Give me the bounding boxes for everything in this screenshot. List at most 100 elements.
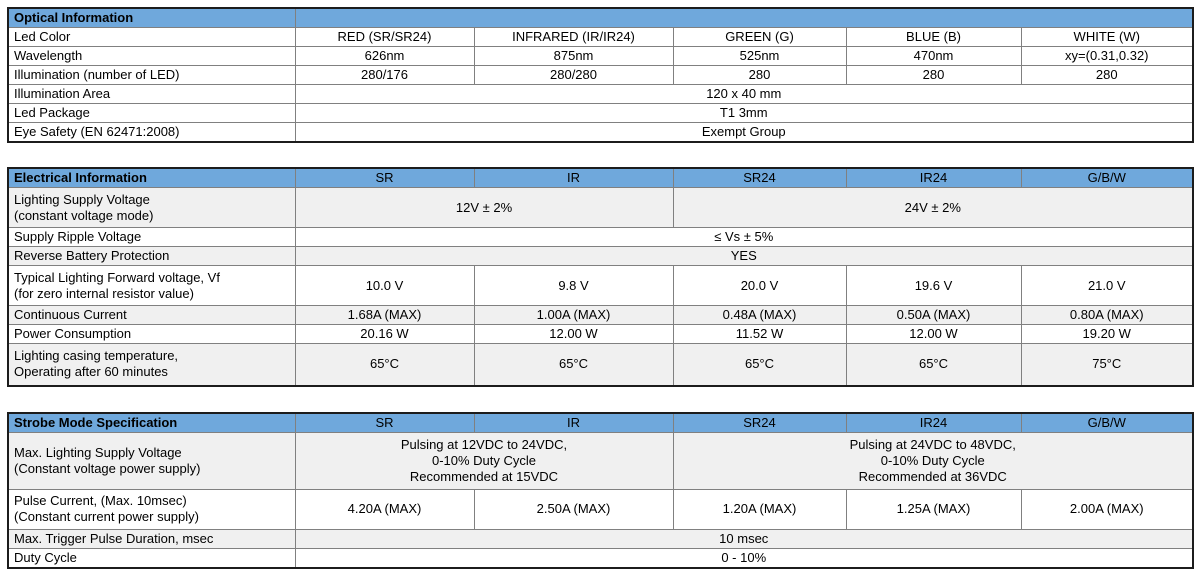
row-label: Illumination Area — [7, 84, 296, 104]
table-header-row: Strobe Mode Specification SR IR SR24 IR2… — [7, 412, 1194, 433]
row-label: Continuous Current — [7, 305, 296, 325]
merged-value-cell: ≤ Vs ± 5% — [294, 227, 1194, 247]
value-cell: INFRARED (IR/IR24) — [473, 27, 674, 47]
merged-value-cell: YES — [294, 246, 1194, 266]
value-cell: 65°C — [672, 343, 847, 386]
table-row: Continuous Current 1.68A (MAX) 1.00A (MA… — [7, 305, 1194, 325]
value-cell: 0.80A (MAX) — [1020, 305, 1194, 325]
value-cell: 2.00A (MAX) — [1020, 488, 1194, 530]
value-cell: BLUE (B) — [845, 27, 1022, 47]
row-label: Lighting Supply Voltage (constant voltag… — [7, 187, 296, 228]
value-cell: GREEN (G) — [672, 27, 847, 47]
value-cell: 280 — [1020, 65, 1194, 85]
column-header: IR — [473, 412, 674, 433]
merged-value-cell: Pulsing at 12VDC to 24VDC, 0-10% Duty Cy… — [294, 431, 674, 490]
table-row: Reverse Battery Protection YES — [7, 246, 1194, 266]
table-header-row: Electrical Information SR IR SR24 IR24 G… — [7, 167, 1194, 188]
column-header: SR24 — [672, 167, 847, 188]
table-header-row: Optical Information — [7, 7, 1194, 28]
value-cell: 280/176 — [294, 65, 475, 85]
value-cell: xy=(0.31,0.32) — [1020, 46, 1194, 66]
merged-value-cell: 12V ± 2% — [294, 187, 674, 228]
value-cell: 626nm — [294, 46, 475, 66]
table-row: Typical Lighting Forward voltage, Vf (fo… — [7, 265, 1194, 306]
value-cell: 10.0 V — [294, 265, 475, 306]
strobe-mode-specification-table: Strobe Mode Specification SR IR SR24 IR2… — [7, 411, 1194, 569]
column-header: IR — [473, 167, 674, 188]
table-row: Lighting casing temperature, Operating a… — [7, 343, 1194, 386]
value-cell: 1.68A (MAX) — [294, 305, 475, 325]
value-cell: 875nm — [473, 46, 674, 66]
value-cell: 280 — [845, 65, 1022, 85]
value-cell: 525nm — [672, 46, 847, 66]
row-label: Led Color — [7, 27, 296, 47]
row-label: Typical Lighting Forward voltage, Vf (fo… — [7, 265, 296, 306]
row-label: Max. Trigger Pulse Duration, msec — [7, 528, 296, 549]
row-label: Illumination (number of LED) — [7, 65, 296, 85]
row-label: Pulse Current, (Max. 10msec) (Constant c… — [7, 488, 296, 530]
column-header: IR24 — [845, 412, 1022, 433]
value-cell: 65°C — [845, 343, 1022, 386]
value-cell: 280 — [672, 65, 847, 85]
table-row: Supply Ripple Voltage ≤ Vs ± 5% — [7, 227, 1194, 247]
column-header: IR24 — [845, 167, 1022, 188]
table-title: Electrical Information — [7, 167, 296, 188]
value-cell: 12.00 W — [473, 324, 674, 344]
optical-information-table: Optical Information Led Color RED (SR/SR… — [7, 7, 1195, 143]
value-cell: 65°C — [294, 343, 475, 386]
column-header: SR24 — [672, 412, 847, 433]
value-cell: RED (SR/SR24) — [294, 27, 475, 47]
value-cell: 65°C — [473, 343, 674, 386]
row-label: Max. Lighting Supply Voltage (Constant v… — [7, 431, 296, 490]
table-title: Optical Information — [7, 7, 296, 28]
merged-value-cell: 24V ± 2% — [672, 187, 1194, 228]
value-cell: 1.20A (MAX) — [672, 488, 847, 530]
electrical-information-table: Electrical Information SR IR SR24 IR24 G… — [7, 167, 1194, 387]
value-cell: 0.50A (MAX) — [845, 305, 1022, 325]
column-header: G/B/W — [1020, 412, 1194, 433]
row-label: Supply Ripple Voltage — [7, 227, 296, 247]
value-cell: 12.00 W — [845, 324, 1022, 344]
table-row: Duty Cycle 0 - 10% — [7, 547, 1194, 568]
column-header: SR — [294, 412, 475, 433]
value-cell: 20.16 W — [294, 324, 475, 344]
table-row: Led Package T1 3mm — [7, 103, 1194, 123]
row-label: Eye Safety (EN 62471:2008) — [7, 122, 296, 143]
table-row: Max. Trigger Pulse Duration, msec 10 mse… — [7, 528, 1194, 549]
table-row: Power Consumption 20.16 W 12.00 W 11.52 … — [7, 324, 1194, 344]
value-cell: WHITE (W) — [1020, 27, 1194, 47]
merged-value-cell: T1 3mm — [294, 103, 1194, 123]
value-cell: 2.50A (MAX) — [473, 488, 674, 530]
value-cell: 470nm — [845, 46, 1022, 66]
row-label: Led Package — [7, 103, 296, 123]
column-header: SR — [294, 167, 475, 188]
merged-value-cell: 10 msec — [294, 528, 1194, 549]
row-label: Power Consumption — [7, 324, 296, 344]
table-row: Illumination (number of LED) 280/176 280… — [7, 65, 1194, 85]
table-row: Wavelength 626nm 875nm 525nm 470nm xy=(0… — [7, 46, 1194, 66]
table-row: Max. Lighting Supply Voltage (Constant v… — [7, 431, 1194, 490]
value-cell: 11.52 W — [672, 324, 847, 344]
table-row: Led Color RED (SR/SR24) INFRARED (IR/IR2… — [7, 27, 1194, 47]
value-cell: 75°C — [1020, 343, 1194, 386]
value-cell: 280/280 — [473, 65, 674, 85]
header-filler — [294, 7, 1194, 28]
value-cell: 1.25A (MAX) — [845, 488, 1022, 530]
merged-value-cell: 120 x 40 mm — [294, 84, 1194, 104]
row-label: Wavelength — [7, 46, 296, 66]
table-title: Strobe Mode Specification — [7, 412, 296, 433]
value-cell: 21.0 V — [1020, 265, 1194, 306]
table-row: Pulse Current, (Max. 10msec) (Constant c… — [7, 488, 1194, 530]
value-cell: 19.6 V — [845, 265, 1022, 306]
table-row: Illumination Area 120 x 40 mm — [7, 84, 1194, 104]
row-label: Lighting casing temperature, Operating a… — [7, 343, 296, 386]
value-cell: 0.48A (MAX) — [672, 305, 847, 325]
row-label: Reverse Battery Protection — [7, 246, 296, 266]
value-cell: 4.20A (MAX) — [294, 488, 475, 530]
table-row: Eye Safety (EN 62471:2008) Exempt Group — [7, 122, 1194, 143]
value-cell: 1.00A (MAX) — [473, 305, 674, 325]
merged-value-cell: Exempt Group — [294, 122, 1194, 143]
value-cell: 9.8 V — [473, 265, 674, 306]
table-row: Lighting Supply Voltage (constant voltag… — [7, 187, 1194, 228]
column-header: G/B/W — [1020, 167, 1194, 188]
